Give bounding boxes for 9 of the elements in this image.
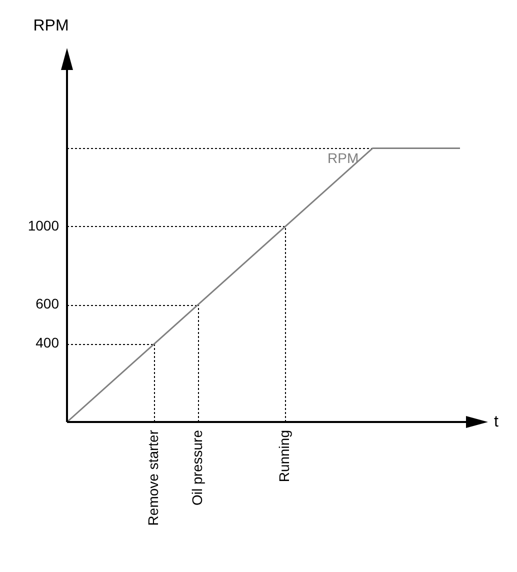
y-axis-title: RPM (33, 17, 69, 34)
y-tick-label: 400 (36, 334, 60, 351)
series-label: RPM (328, 150, 359, 166)
y-tick-label: 600 (36, 296, 60, 312)
x-tick-label: Running (276, 430, 292, 482)
y-tick-label: 1000 (28, 217, 60, 234)
x-tick-label: Remove starter (145, 430, 162, 526)
x-tick-label: Oil pressure (188, 430, 205, 506)
x-axis-title: t (494, 413, 499, 430)
